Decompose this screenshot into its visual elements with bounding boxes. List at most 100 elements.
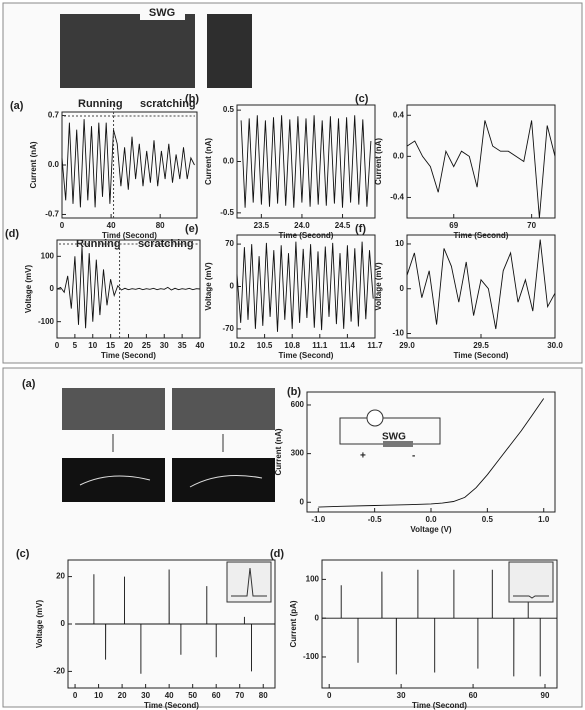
- signal-line: [56, 246, 201, 329]
- y-axis-label: Current (pA): [289, 600, 298, 647]
- x-tick-label: 10: [94, 691, 103, 700]
- y-tick-label: 300: [291, 449, 305, 458]
- x-axis-label: Time (Second): [279, 351, 334, 360]
- x-axis-label: Time (Second): [102, 231, 157, 240]
- x-tick-label: 50: [188, 691, 197, 700]
- annotation: Running: [78, 98, 123, 110]
- annotation: scratching: [138, 238, 194, 250]
- x-tick-label: 0.5: [482, 515, 494, 524]
- y-tick-label: 70: [225, 239, 234, 248]
- x-tick-label: 0.0: [425, 515, 437, 524]
- y-axis-label: Voltage (mV): [35, 600, 44, 649]
- inset: [508, 561, 554, 603]
- y-tick-label: -0.5: [220, 208, 234, 217]
- y-tick-label: 0.0: [48, 160, 60, 169]
- x-tick-label: 0: [55, 341, 60, 350]
- panel-label: (e): [185, 223, 199, 235]
- panel-label: (b): [185, 93, 199, 105]
- y-tick-label: 0: [50, 284, 55, 293]
- x-tick-label: 40: [196, 341, 205, 350]
- signal-line: [322, 569, 557, 677]
- panel-label: (a): [10, 100, 24, 112]
- x-axis-label: Voltage (V): [410, 525, 452, 534]
- panel-label: (d): [5, 228, 19, 240]
- inset-curve: [231, 567, 267, 597]
- x-tick-label: 23.5: [254, 221, 270, 230]
- y-tick-label: -70: [222, 324, 234, 333]
- annotation: SWG: [382, 432, 406, 443]
- y-tick-label: 0.0: [393, 151, 405, 160]
- signal-line: [318, 398, 545, 508]
- y-axis-label: Current (nA): [29, 141, 38, 188]
- plot-frame: [321, 559, 558, 689]
- y-tick-label: 100: [41, 251, 55, 260]
- photo-label-bg: [140, 6, 185, 20]
- x-tick-label: 20: [124, 341, 133, 350]
- x-tick-label: 10.5: [257, 341, 273, 350]
- x-tick-label: 60: [469, 691, 478, 700]
- signal-line: [406, 239, 556, 330]
- annotation: Running: [76, 238, 121, 250]
- panel-label: (a): [22, 378, 36, 390]
- x-tick-label: 5: [73, 341, 78, 350]
- x-tick-label: 35: [178, 341, 187, 350]
- x-tick-label: 80: [259, 691, 268, 700]
- photo-detail: [189, 474, 263, 488]
- signal-line: [240, 115, 372, 208]
- x-axis-label: Time (Second): [454, 231, 509, 240]
- x-tick-label: 30.0: [547, 341, 563, 350]
- y-tick-label: 0.7: [48, 111, 60, 120]
- y-tick-label: -10: [392, 329, 404, 338]
- x-tick-label: 11.7: [367, 341, 383, 350]
- panel-label: (b): [287, 386, 301, 398]
- x-tick-label: 24.5: [335, 221, 351, 230]
- y-tick-label: -100: [38, 317, 55, 326]
- x-tick-label: 0: [327, 691, 332, 700]
- signal-line: [61, 119, 195, 208]
- x-tick-label: 29.5: [473, 341, 489, 350]
- plot-frame: [406, 104, 556, 219]
- x-tick-label: 90: [541, 691, 550, 700]
- x-tick-label: 10.8: [284, 341, 300, 350]
- x-tick-label: 1.0: [538, 515, 550, 524]
- inset-curve: [513, 595, 549, 599]
- x-tick-label: 80: [156, 221, 165, 230]
- x-axis-label: Time (Second): [412, 701, 467, 710]
- x-tick-label: 20: [118, 691, 127, 700]
- y-tick-label: -20: [53, 667, 65, 676]
- photo: [62, 458, 165, 502]
- panel-label: (d): [270, 548, 284, 560]
- x-tick-label: 0: [60, 221, 65, 230]
- signal-line: [406, 120, 556, 219]
- x-tick-label: 30: [397, 691, 406, 700]
- x-tick-label: 69: [449, 221, 458, 230]
- y-axis-label: Current (nA): [274, 428, 283, 475]
- y-tick-label: 0.5: [223, 105, 235, 114]
- x-tick-label: 0: [73, 691, 78, 700]
- annotation: scratching: [140, 98, 196, 110]
- y-tick-label: 0: [61, 619, 66, 628]
- signal-line: [236, 241, 374, 332]
- photo-detail: [79, 475, 151, 486]
- x-axis-label: Time (Second): [101, 351, 156, 360]
- annotation: +: [360, 451, 366, 462]
- y-axis-label: Current (nA): [204, 138, 213, 185]
- y-tick-label: 0.0: [223, 157, 235, 166]
- x-axis-label: Time (Second): [279, 231, 334, 240]
- x-tick-label: 40: [107, 221, 116, 230]
- y-axis-label: Current (nA): [374, 138, 383, 185]
- x-tick-label: 11.1: [312, 341, 328, 350]
- x-tick-label: 15: [106, 341, 115, 350]
- x-tick-label: -0.5: [368, 515, 382, 524]
- annotation: -: [412, 451, 415, 462]
- y-tick-label: 0: [400, 284, 405, 293]
- y-axis-label: Voltage (mV): [204, 262, 213, 311]
- meter: [366, 409, 384, 427]
- x-tick-label: 10: [88, 341, 97, 350]
- y-tick-label: 100: [306, 575, 320, 584]
- y-tick-label: 10: [395, 239, 404, 248]
- x-tick-label: 11.4: [340, 341, 356, 350]
- panel-label: (c): [16, 548, 30, 560]
- photo: [207, 14, 252, 88]
